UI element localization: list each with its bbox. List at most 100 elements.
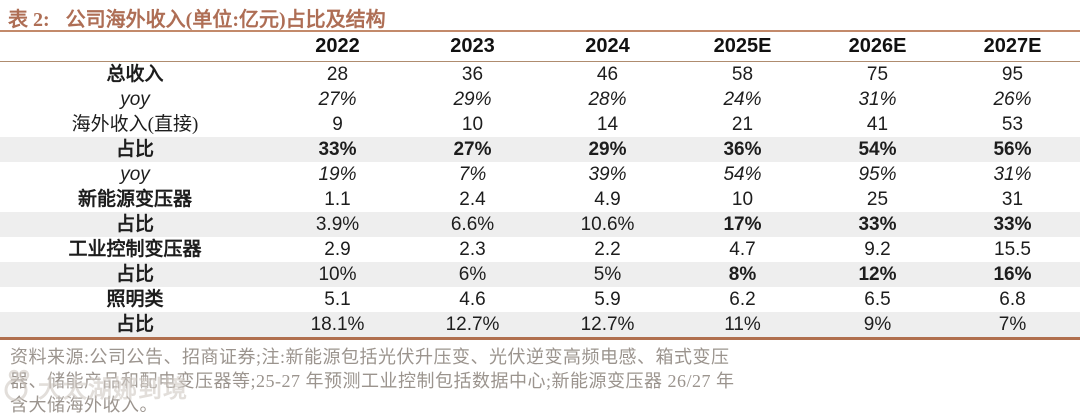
row-label: 占比 <box>115 139 154 160</box>
cell-value: 3.9% <box>315 214 360 235</box>
table-caption-number: 表 2: <box>8 9 50 31</box>
table-row-total-revenue: 总收入 28 36 46 58 75 95 <box>0 62 1080 88</box>
cell-value: 12.7% <box>445 314 500 335</box>
cell-value: 4.6 <box>459 289 486 310</box>
cell-value: 31% <box>993 164 1032 185</box>
table-caption: 表 2: 公司海外收入(单位:亿元)占比及结构 <box>0 0 1080 31</box>
cell-value: 39% <box>588 164 627 185</box>
year-header: 2027E <box>945 32 1080 62</box>
cell-value: 27% <box>453 139 492 160</box>
cell-value: 33% <box>318 139 357 160</box>
cell-value: 46 <box>596 64 619 85</box>
cell-value: 26% <box>993 89 1032 110</box>
cell-value: 10% <box>318 264 357 285</box>
row-label: 工业控制变压器 <box>68 239 202 260</box>
table-bottom-rule <box>0 337 1080 340</box>
cell-value: 7% <box>998 314 1027 335</box>
cell-value: 54% <box>858 139 897 160</box>
cell-value: 9 <box>332 114 343 135</box>
year-header: 2023 <box>405 32 540 62</box>
table-row-lighting: 照明类 5.1 4.6 5.9 6.2 6.5 6.8 <box>0 287 1080 312</box>
cell-value: 27% <box>318 89 357 110</box>
row-label: 占比 <box>115 214 154 235</box>
table-row-industrial-control-share: 占比 10% 6% 5% 8% 12% 16% <box>0 262 1080 287</box>
year-header: 2024 <box>540 32 675 62</box>
source-note-line: 器、储能产品和配电变压器等;25-27 年预测工业控制包括数据中心;新能源变压器… <box>10 371 735 391</box>
cell-value: 9% <box>863 314 892 335</box>
source-note-line: 含大储海外收入。 <box>10 395 158 415</box>
cell-value: 29% <box>453 89 492 110</box>
cell-value: 1.1 <box>324 189 351 210</box>
cell-value: 14 <box>596 114 619 135</box>
row-label: yoy <box>120 89 150 110</box>
cell-value: 28 <box>326 64 349 85</box>
cell-value: 29% <box>588 139 627 160</box>
cell-value: 6.5 <box>864 289 891 310</box>
cell-value: 4.7 <box>729 239 756 260</box>
cell-value: 53 <box>1001 114 1024 135</box>
cell-value: 7% <box>458 164 487 185</box>
source-note-line: 资料来源:公司公告、招商证券;注:新能源包括光伏升压变、光伏逆变高频电感、箱式变… <box>10 347 730 367</box>
table-row-industrial-control-transformer: 工业控制变压器 2.9 2.3 2.2 4.7 9.2 15.5 <box>0 237 1080 262</box>
cell-value: 36 <box>461 64 484 85</box>
cell-value: 8% <box>728 264 757 285</box>
cell-value: 6.6% <box>450 214 495 235</box>
table-row-total-yoy: yoy 27% 29% 28% 24% 31% 26% <box>0 87 1080 112</box>
cell-value: 41 <box>866 114 889 135</box>
row-label: 照明类 <box>106 289 164 310</box>
cell-value: 10 <box>731 189 754 210</box>
cell-value: 10.6% <box>580 214 635 235</box>
cell-value: 9.2 <box>864 239 891 260</box>
table-caption-title: 公司海外收入(单位:亿元)占比及结构 <box>65 9 386 31</box>
row-label: yoy <box>120 164 150 185</box>
cell-value: 95 <box>1001 64 1024 85</box>
cell-value: 12% <box>858 264 897 285</box>
cell-value: 58 <box>731 64 754 85</box>
cell-value: 2.9 <box>324 239 351 260</box>
cell-value: 75 <box>866 64 889 85</box>
overseas-revenue-table: 2022 2023 2024 2025E 2026E 2027E 总收入 28 … <box>0 32 1080 337</box>
cell-value: 33% <box>993 214 1032 235</box>
year-header: 2022 <box>270 32 405 62</box>
row-label: 占比 <box>115 264 154 285</box>
caption-divider-rule <box>0 30 1080 32</box>
cell-value: 2.3 <box>459 239 486 260</box>
cell-value: 24% <box>723 89 762 110</box>
cell-value: 12.7% <box>580 314 635 335</box>
cell-value: 25 <box>866 189 889 210</box>
row-label: 新能源变压器 <box>77 189 192 210</box>
header-empty-cell <box>0 32 270 62</box>
cell-value: 36% <box>723 139 762 160</box>
table-row-overseas-direct: 海外收入(直接) 9 10 14 21 41 53 <box>0 112 1080 137</box>
cell-value: 19% <box>318 164 357 185</box>
row-label: 占比 <box>115 314 154 335</box>
cell-value: 4.9 <box>594 189 621 210</box>
year-header-row: 2022 2023 2024 2025E 2026E 2027E <box>0 32 1080 62</box>
table-row-overseas-yoy: yoy 19% 7% 39% 54% 95% 31% <box>0 162 1080 187</box>
cell-value: 16% <box>993 264 1032 285</box>
year-header: 2026E <box>810 32 945 62</box>
cell-value: 5% <box>593 264 622 285</box>
cell-value: 5.9 <box>594 289 621 310</box>
row-label: 海外收入(直接) <box>71 114 199 135</box>
cell-value: 31% <box>858 89 897 110</box>
row-label: 总收入 <box>106 64 164 85</box>
source-note: 资料来源:公司公告、招商证券;注:新能源包括光伏升压变、光伏逆变高频电感、箱式变… <box>0 340 1080 417</box>
cell-value: 10 <box>461 114 484 135</box>
cell-value: 15.5 <box>994 239 1031 260</box>
cell-value: 18.1% <box>310 314 365 335</box>
cell-value: 2.4 <box>459 189 486 210</box>
cell-value: 6.2 <box>729 289 756 310</box>
cell-value: 56% <box>993 139 1032 160</box>
cell-value: 6.8 <box>999 289 1026 310</box>
cell-value: 95% <box>858 164 897 185</box>
cell-value: 54% <box>723 164 762 185</box>
table-row-new-energy-transformer: 新能源变压器 1.1 2.4 4.9 10 25 31 <box>0 187 1080 212</box>
cell-value: 31 <box>1001 189 1024 210</box>
table-row-overseas-share: 占比 33% 27% 29% 36% 54% 56% <box>0 137 1080 162</box>
cell-value: 17% <box>723 214 762 235</box>
cell-value: 33% <box>858 214 897 235</box>
cell-value: 6% <box>458 264 487 285</box>
cell-value: 28% <box>588 89 627 110</box>
